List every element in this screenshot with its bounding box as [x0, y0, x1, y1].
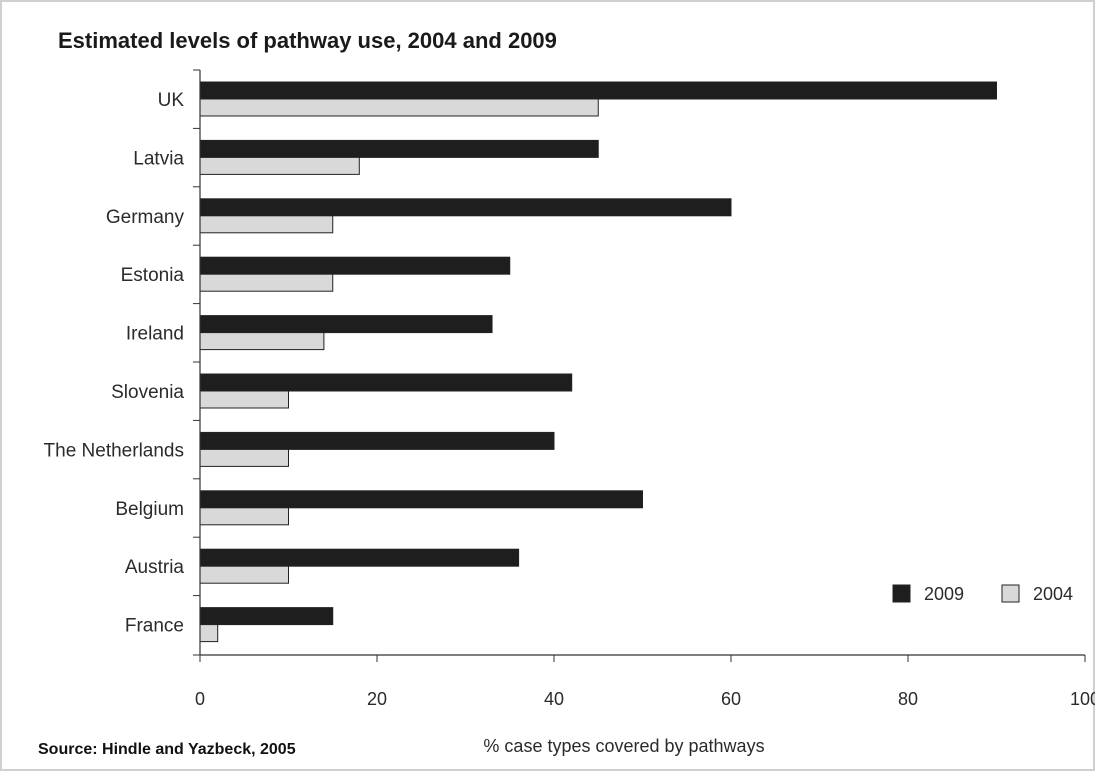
bar-2004-ireland: [199, 332, 325, 351]
x-axis-label: % case types covered by pathways: [483, 736, 764, 756]
bar-2009-ireland: [199, 315, 493, 334]
bar-2009-latvia: [199, 139, 599, 158]
bar-2009-france: [199, 607, 334, 626]
category-label-slovenia: Slovenia: [111, 382, 184, 403]
bars-group: UK Latvia Germany Estonia Ireland Slovenia The…: [44, 81, 997, 643]
bar-2009-the-netherlands: [199, 431, 555, 450]
bar-2004-uk: [199, 98, 599, 117]
legend-label-2004: 2004: [1033, 584, 1073, 604]
bar-2004-belgium: [199, 507, 289, 526]
bar-2004-germany: [199, 215, 334, 234]
legend: 2009 2004: [892, 584, 1073, 604]
bar-2009-uk: [199, 81, 997, 100]
x-tick-label: 80: [898, 689, 918, 709]
category-label-austria: Austria: [125, 557, 185, 578]
category-label-ireland: Ireland: [126, 324, 184, 345]
bar-2009-germany: [199, 198, 732, 217]
bar-2004-france: [199, 624, 219, 643]
legend-swatch-2009: [892, 584, 911, 603]
bar-2004-estonia: [199, 273, 334, 292]
category-label-latvia: Latvia: [133, 148, 184, 169]
category-label-belgium: Belgium: [115, 499, 184, 520]
x-tick-label: 20: [367, 689, 387, 709]
category-label-uk: UK: [158, 90, 185, 111]
bar-2004-slovenia: [199, 390, 289, 409]
legend-label-2009: 2009: [924, 584, 964, 604]
source-note: Source: Hindle and Yazbeck, 2005: [38, 741, 296, 758]
bar-2009-estonia: [199, 256, 511, 275]
bar-2009-belgium: [199, 490, 643, 509]
bar-2009-slovenia: [199, 373, 573, 392]
category-label-germany: Germany: [106, 207, 185, 228]
category-label-the-netherlands: The Netherlands: [44, 440, 184, 461]
bar-2004-the-netherlands: [199, 448, 289, 467]
x-tick-label: 60: [721, 689, 741, 709]
legend-swatch-2004: [1001, 584, 1020, 603]
category-label-estonia: Estonia: [121, 265, 185, 286]
x-tick-label: 0: [195, 689, 205, 709]
category-label-france: France: [125, 616, 184, 637]
bar-2004-latvia: [199, 156, 360, 175]
axes-group: 0 20 40 60 80 100: [193, 69, 1095, 709]
bar-2009-austria: [199, 548, 520, 567]
x-tick-label: 100: [1070, 689, 1095, 709]
chart-title: Estimated levels of pathway use, 2004 an…: [58, 28, 557, 53]
x-tick-label: 40: [544, 689, 564, 709]
bar-2004-austria: [199, 565, 289, 584]
